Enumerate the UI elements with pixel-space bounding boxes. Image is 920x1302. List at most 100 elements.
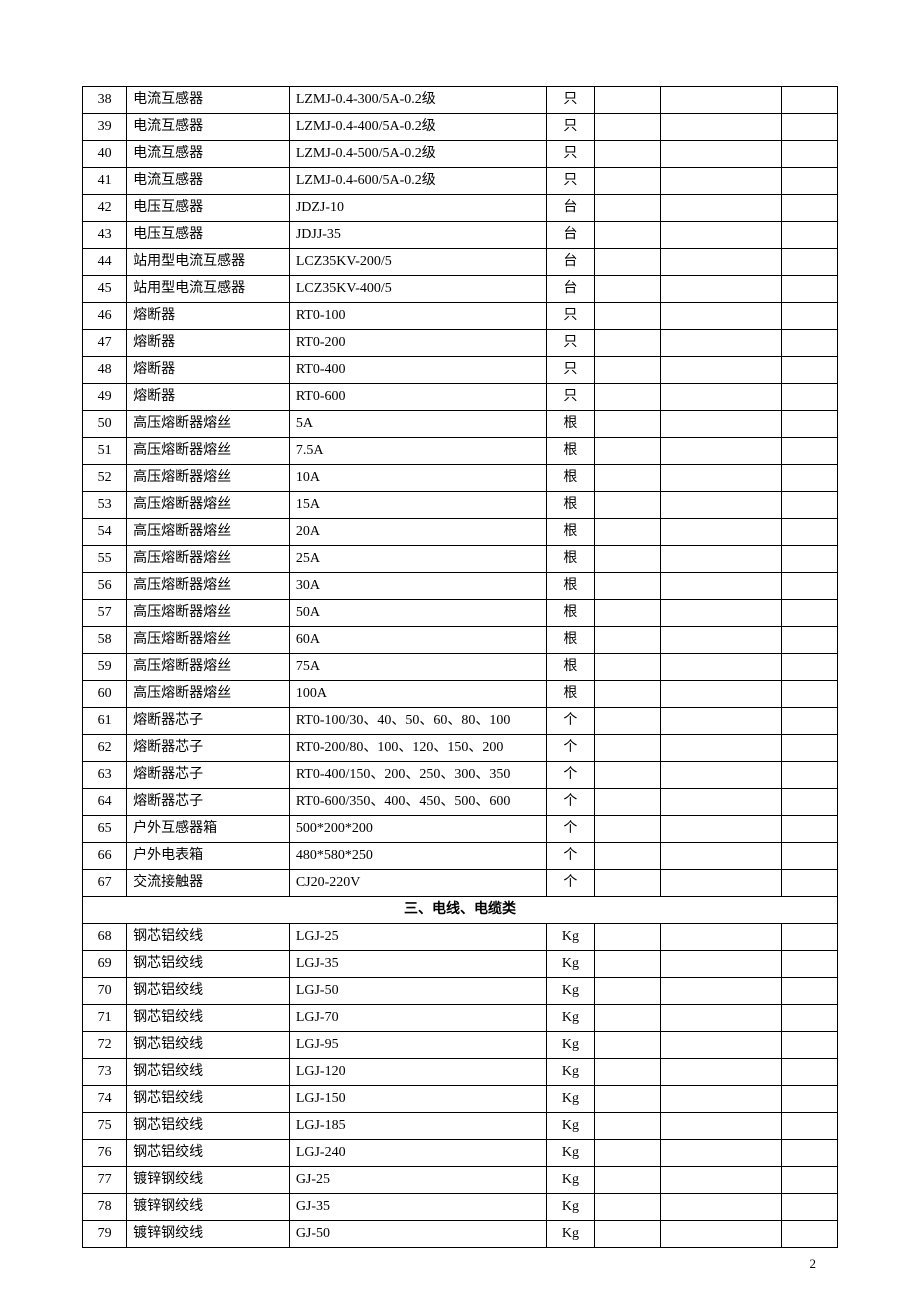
- cell-e1: [595, 870, 661, 897]
- cell-e2: [661, 978, 781, 1005]
- cell-name: 钢芯铝绞线: [127, 978, 290, 1005]
- cell-spec: LGJ-185: [289, 1113, 546, 1140]
- table-row: 79镀锌钢绞线GJ-50Kg: [83, 1221, 838, 1248]
- cell-e1: [595, 951, 661, 978]
- cell-name: 钢芯铝绞线: [127, 1140, 290, 1167]
- cell-unit: 只: [546, 330, 594, 357]
- table-row: 72钢芯铝绞线LGJ-95Kg: [83, 1032, 838, 1059]
- cell-e1: [595, 357, 661, 384]
- cell-idx: 69: [83, 951, 127, 978]
- cell-name: 高压熔断器熔丝: [127, 438, 290, 465]
- page: 38电流互感器LZMJ-0.4-300/5A-0.2级只39电流互感器LZMJ-…: [0, 0, 920, 1302]
- cell-unit: 只: [546, 384, 594, 411]
- cell-unit: 根: [546, 546, 594, 573]
- table-row: 67交流接触器CJ20-220V个: [83, 870, 838, 897]
- cell-spec: LGJ-150: [289, 1086, 546, 1113]
- cell-e1: [595, 438, 661, 465]
- cell-name: 镀锌钢绞线: [127, 1221, 290, 1248]
- cell-e3: [781, 1167, 837, 1194]
- cell-name: 站用型电流互感器: [127, 249, 290, 276]
- cell-e2: [661, 843, 781, 870]
- table-row: 77镀锌钢绞线GJ-25Kg: [83, 1167, 838, 1194]
- cell-e3: [781, 600, 837, 627]
- cell-e2: [661, 1005, 781, 1032]
- cell-e1: [595, 276, 661, 303]
- cell-e3: [781, 1059, 837, 1086]
- cell-unit: Kg: [546, 1221, 594, 1248]
- cell-e2: [661, 1221, 781, 1248]
- cell-unit: Kg: [546, 1113, 594, 1140]
- cell-e1: [595, 222, 661, 249]
- cell-e3: [781, 681, 837, 708]
- table-row: 38电流互感器LZMJ-0.4-300/5A-0.2级只: [83, 87, 838, 114]
- cell-e3: [781, 870, 837, 897]
- cell-spec: CJ20-220V: [289, 870, 546, 897]
- cell-e2: [661, 303, 781, 330]
- cell-idx: 44: [83, 249, 127, 276]
- table-row: 66户外电表箱480*580*250个: [83, 843, 838, 870]
- cell-e2: [661, 627, 781, 654]
- cell-idx: 67: [83, 870, 127, 897]
- cell-unit: 只: [546, 357, 594, 384]
- cell-e3: [781, 195, 837, 222]
- table-row: 58高压熔断器熔丝60A根: [83, 627, 838, 654]
- cell-e2: [661, 519, 781, 546]
- cell-e3: [781, 924, 837, 951]
- table-row: 71钢芯铝绞线LGJ-70Kg: [83, 1005, 838, 1032]
- cell-name: 钢芯铝绞线: [127, 1113, 290, 1140]
- cell-e1: [595, 627, 661, 654]
- cell-spec: RT0-200: [289, 330, 546, 357]
- cell-unit: Kg: [546, 1167, 594, 1194]
- cell-unit: Kg: [546, 1086, 594, 1113]
- cell-spec: 480*580*250: [289, 843, 546, 870]
- cell-idx: 79: [83, 1221, 127, 1248]
- cell-spec: LCZ35KV-400/5: [289, 276, 546, 303]
- cell-e3: [781, 951, 837, 978]
- cell-e1: [595, 978, 661, 1005]
- table-row: 68钢芯铝绞线LGJ-25Kg: [83, 924, 838, 951]
- cell-spec: RT0-100: [289, 303, 546, 330]
- cell-unit: 个: [546, 816, 594, 843]
- cell-spec: RT0-400/150、200、250、300、350: [289, 762, 546, 789]
- cell-spec: RT0-400: [289, 357, 546, 384]
- cell-name: 熔断器芯子: [127, 762, 290, 789]
- cell-name: 熔断器芯子: [127, 708, 290, 735]
- cell-name: 镀锌钢绞线: [127, 1194, 290, 1221]
- cell-e2: [661, 357, 781, 384]
- cell-name: 高压熔断器熔丝: [127, 681, 290, 708]
- cell-idx: 72: [83, 1032, 127, 1059]
- cell-unit: 只: [546, 141, 594, 168]
- cell-e2: [661, 330, 781, 357]
- cell-e2: [661, 654, 781, 681]
- cell-spec: JDJJ-35: [289, 222, 546, 249]
- cell-unit: 台: [546, 276, 594, 303]
- cell-name: 高压熔断器熔丝: [127, 546, 290, 573]
- cell-spec: 20A: [289, 519, 546, 546]
- cell-idx: 78: [83, 1194, 127, 1221]
- table-row: 55高压熔断器熔丝25A根: [83, 546, 838, 573]
- cell-e1: [595, 1194, 661, 1221]
- table-row: 43电压互感器JDJJ-35台: [83, 222, 838, 249]
- cell-e3: [781, 843, 837, 870]
- cell-unit: 台: [546, 222, 594, 249]
- cell-idx: 70: [83, 978, 127, 1005]
- cell-spec: LGJ-25: [289, 924, 546, 951]
- cell-e2: [661, 141, 781, 168]
- cell-name: 钢芯铝绞线: [127, 1086, 290, 1113]
- cell-e2: [661, 1113, 781, 1140]
- cell-e1: [595, 600, 661, 627]
- cell-e3: [781, 168, 837, 195]
- cell-e3: [781, 573, 837, 600]
- cell-e3: [781, 438, 837, 465]
- cell-e2: [661, 438, 781, 465]
- cell-e2: [661, 870, 781, 897]
- cell-name: 钢芯铝绞线: [127, 924, 290, 951]
- cell-idx: 50: [83, 411, 127, 438]
- cell-spec: LZMJ-0.4-300/5A-0.2级: [289, 87, 546, 114]
- cell-e3: [781, 708, 837, 735]
- cell-idx: 63: [83, 762, 127, 789]
- cell-unit: 根: [546, 654, 594, 681]
- cell-idx: 49: [83, 384, 127, 411]
- cell-unit: Kg: [546, 1194, 594, 1221]
- cell-spec: 60A: [289, 627, 546, 654]
